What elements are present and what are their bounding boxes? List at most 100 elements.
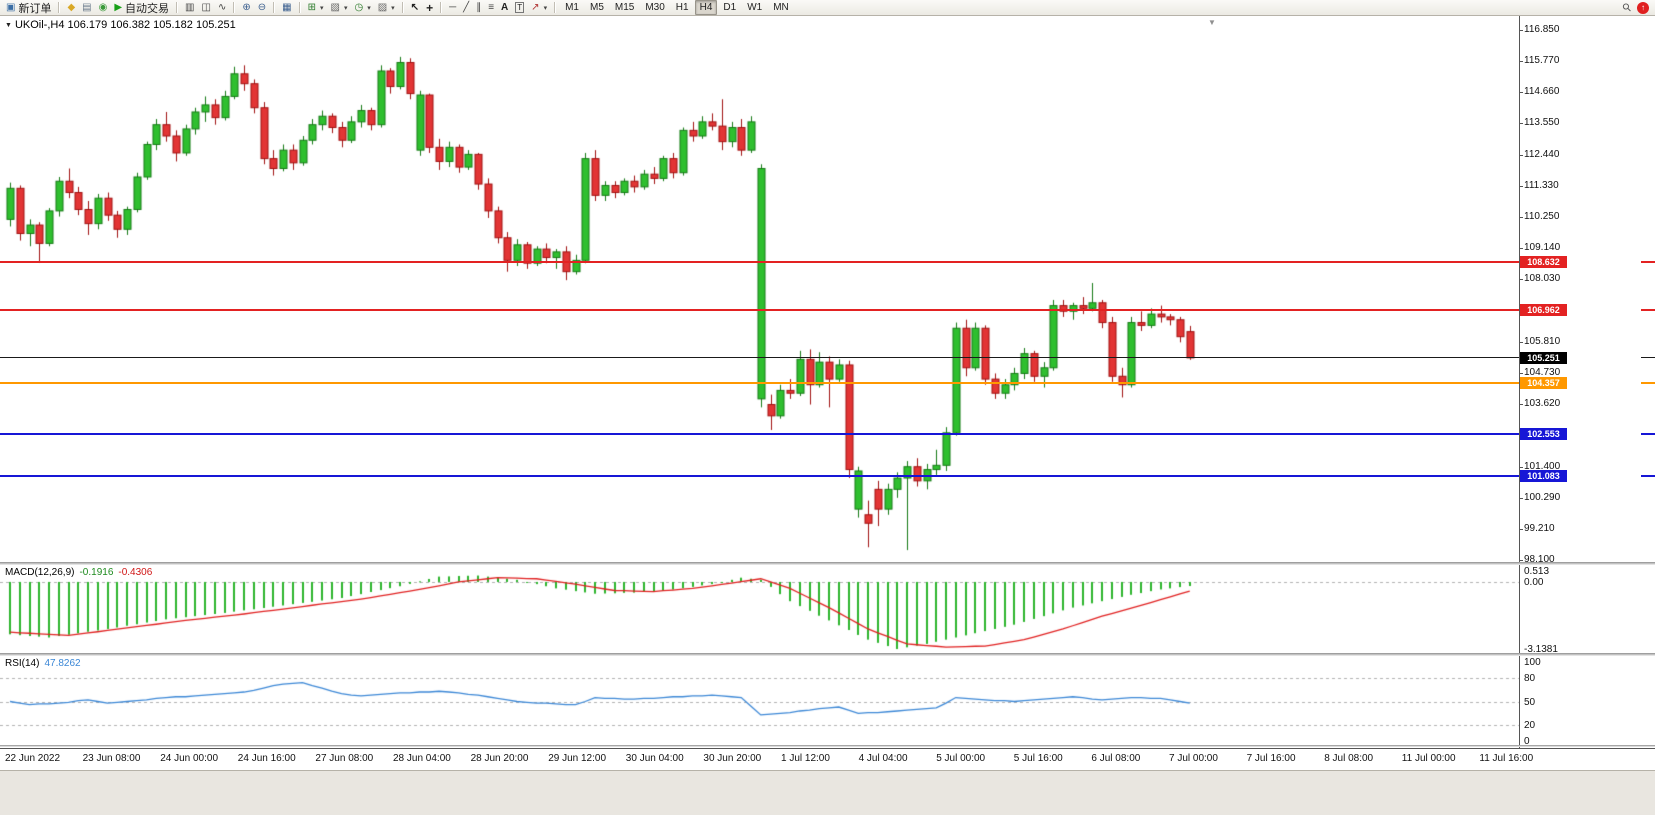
symbol-dropdown-icon[interactable]: ▼ (5, 21, 12, 29)
line-chart-icon: ∿ (217, 1, 227, 13)
pane-divider[interactable] (0, 745, 1655, 747)
separator (401, 2, 404, 13)
profiles-icon: ▧ (330, 1, 340, 13)
price-level-badge: 105.251 (1520, 351, 1567, 364)
zoom-out-button[interactable]: ⊖ (255, 1, 269, 15)
time-axis-label: 7 Jul 16:00 (1246, 753, 1296, 764)
timeframe-button-w1[interactable]: W1 (747, 2, 763, 13)
timeframe-button-mn[interactable]: MN (773, 2, 789, 13)
price-level-line[interactable] (0, 308, 1519, 311)
price-axis-label: 105.810 (1524, 336, 1561, 348)
price-axis-tick (1519, 123, 1523, 125)
toolbar: ▣ 新订单 ◆ ▤ ◉ ▶ 自动交易 ▥ ◫ ∿ ⊕ ⊖ ▦ ⊞ ▾ ▧ ▾ ◷ ▾ … (0, 0, 1655, 16)
cursor-tool-button[interactable]: ↖ (408, 1, 422, 15)
price-axis-label: 108.030 (1524, 273, 1561, 285)
line-chart-button[interactable]: ∿ (215, 1, 229, 15)
upload-icon[interactable]: ↑ (1637, 1, 1649, 14)
new-order-label: 新订单 (18, 2, 52, 15)
timeframe-button-m15[interactable]: M15 (614, 2, 635, 13)
fibonacci-icon: ≡ (488, 1, 495, 13)
price-axis-tick (1519, 216, 1523, 218)
new-chart-button[interactable]: ⊞ ▾ (305, 1, 327, 15)
price-level-line[interactable] (0, 474, 1519, 477)
timeframe-button-h1[interactable]: H1 (675, 2, 689, 13)
price-level-line[interactable] (0, 261, 1519, 264)
period-menu-button[interactable]: ◷ ▾ (351, 1, 373, 15)
price-level-badge: 104.357 (1520, 377, 1567, 390)
channel-tool-button[interactable]: ∥ (473, 1, 484, 15)
crosshair-tool-button[interactable]: + (423, 1, 436, 15)
time-axis-label: 30 Jun 04:00 (625, 753, 684, 764)
timeframe-button-m1[interactable]: M1 (565, 2, 579, 13)
time-axis-label: 28 Jun 04:00 (393, 753, 451, 764)
price-axis-label: 104.730 (1524, 366, 1561, 378)
price-axis[interactable]: 116.850 115.770 114.660 113.550 112.440 111.3… (1519, 16, 1655, 748)
price-chart-canvas[interactable] (0, 16, 1519, 562)
print-icon: ▤ (82, 1, 92, 13)
new-chart-icon: ⊞ (307, 1, 316, 13)
price-axis-label: 112.440 (1524, 148, 1560, 160)
price-axis-label: 113.550 (1524, 117, 1560, 129)
price-level-stub (1641, 357, 1655, 359)
macd-canvas[interactable] (0, 565, 1519, 653)
time-axis-label: 11 Jul 16:00 (1479, 753, 1534, 764)
fibonacci-tool-button[interactable]: ≡ (485, 1, 497, 15)
candlestick-chart-button[interactable]: ◫ (199, 1, 214, 15)
separator (554, 2, 557, 13)
time-axis-label: 24 Jun 00:00 (160, 753, 219, 764)
timeframe-button-d1[interactable]: D1 (723, 2, 737, 13)
arrows-tool-button[interactable]: ↗ ▾ (528, 1, 550, 15)
crosshair-icon: + (426, 0, 434, 15)
pane-divider[interactable] (0, 653, 1655, 656)
timeframe-button-m5[interactable]: M5 (589, 2, 604, 13)
time-axis-label: 22 Jun 2022 (5, 753, 61, 764)
price-axis-tick (1519, 247, 1523, 249)
clock-icon: ◷ (354, 1, 364, 13)
text-label-tool-button[interactable]: T (512, 1, 527, 15)
template-menu-button[interactable]: ▨ ▾ (375, 1, 398, 15)
time-axis[interactable]: 22 Jun 2022 23 Jun 08:00 24 Jun 00:00 24 Ju… (0, 748, 1655, 770)
search-icon[interactable]: ⚲ (1620, 0, 1635, 15)
macd-axis-label: -3.1381 (1524, 644, 1558, 655)
profile-icon: ◆ (67, 1, 76, 13)
profiles-menu-button[interactable]: ▧ ▾ (327, 1, 350, 15)
price-level-line[interactable] (0, 433, 1519, 436)
bar-chart-button[interactable]: ▥ (182, 1, 197, 15)
profile-button[interactable]: ◆ (64, 1, 78, 15)
price-axis-tick (1519, 372, 1523, 374)
price-level-line[interactable] (0, 357, 1519, 359)
rsi-indicator-label: RSI(14) 47.8262 (5, 658, 81, 669)
price-level-line[interactable] (0, 382, 1519, 385)
tile-windows-button[interactable]: ▦ (279, 1, 294, 15)
horizontal-line-tool-button[interactable]: ─ (446, 1, 459, 15)
print-button[interactable]: ▤ (79, 1, 94, 15)
price-axis-tick (1519, 560, 1523, 561)
chevron-down-icon: ▾ (391, 4, 395, 12)
separator (58, 2, 61, 13)
web-button[interactable]: ◉ (96, 1, 111, 15)
zoom-in-button[interactable]: ⊕ (239, 1, 253, 15)
price-level-badge: 108.632 (1520, 256, 1567, 269)
auto-trading-label: 自动交易 (125, 2, 170, 15)
rsi-axis-label: 50 (1524, 696, 1536, 708)
trendline-tool-button[interactable]: ╱ (460, 1, 472, 15)
new-order-button[interactable]: ▣ 新订单 (3, 1, 54, 15)
price-axis-tick (1519, 154, 1523, 156)
web-icon: ◉ (98, 1, 108, 13)
trendline-icon: ╱ (463, 1, 470, 13)
chart-title: ▼ UKOil-,H4 106.179 106.382 105.182 105.… (5, 19, 236, 31)
rsi-canvas[interactable] (0, 656, 1519, 746)
price-level-stub (1641, 308, 1655, 311)
pane-divider[interactable] (0, 562, 1655, 565)
auto-trading-button[interactable]: ▶ 自动交易 (111, 1, 172, 15)
timeframe-button-h4[interactable]: H4 (694, 0, 718, 15)
price-axis-line (1519, 16, 1520, 748)
macd-main-value: -0.1916 (79, 567, 114, 578)
chart-shift-marker[interactable]: ▼ (1208, 18, 1216, 27)
play-icon: ▶ (114, 1, 123, 13)
price-axis-tick (1519, 186, 1523, 188)
time-axis-label: 30 Jun 20:00 (703, 753, 762, 764)
timeframe-button-m30[interactable]: M30 (645, 2, 665, 13)
price-level-stub (1641, 474, 1655, 477)
text-tool-button[interactable]: A (498, 1, 511, 15)
